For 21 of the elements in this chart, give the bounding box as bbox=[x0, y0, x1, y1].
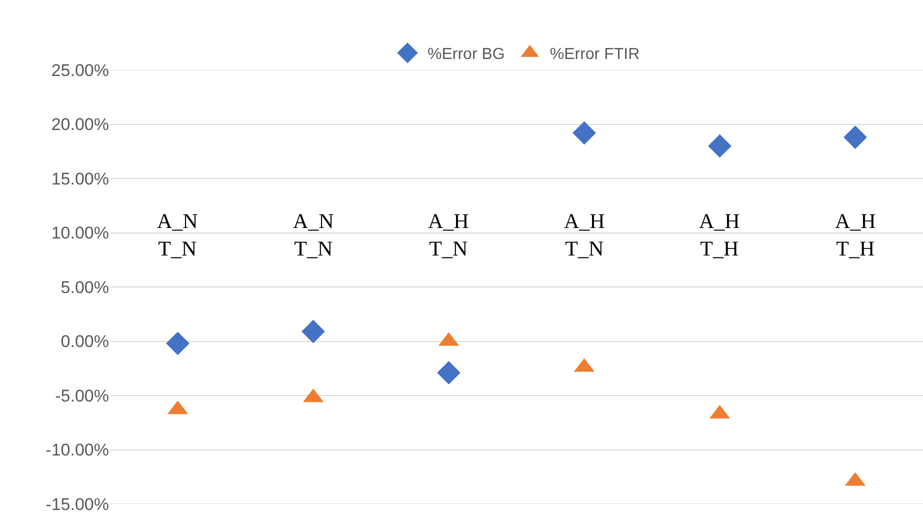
y-tick-label: 10.00% bbox=[51, 224, 109, 243]
y-tick-label: 0.00% bbox=[60, 332, 109, 352]
y-tick-label: 15.00% bbox=[51, 169, 109, 188]
annotation: A_H T_N bbox=[564, 209, 605, 260]
point bbox=[708, 134, 732, 158]
y-tick-label: -10.00% bbox=[46, 440, 109, 460]
y-tick-label: 25.00% bbox=[51, 60, 109, 80]
annotation: A_N T_N bbox=[293, 209, 334, 260]
legend-label: %Error BG bbox=[428, 46, 505, 64]
annotation: A_H T_H bbox=[699, 209, 740, 260]
y-tick-label: -15.00% bbox=[46, 494, 109, 514]
y-tick-label: -5.00% bbox=[55, 386, 109, 406]
point bbox=[844, 126, 867, 149]
point bbox=[572, 121, 596, 145]
y-tick-label: 5.00% bbox=[60, 278, 109, 297]
y-tick-label: 20.00% bbox=[51, 115, 109, 134]
annotation: A_H T_N bbox=[428, 209, 469, 260]
annotation: A_H T_H bbox=[835, 209, 876, 260]
annotation: A_N T_N bbox=[157, 209, 198, 260]
legend-label: %Error FTIR bbox=[550, 46, 640, 64]
point bbox=[302, 320, 325, 344]
